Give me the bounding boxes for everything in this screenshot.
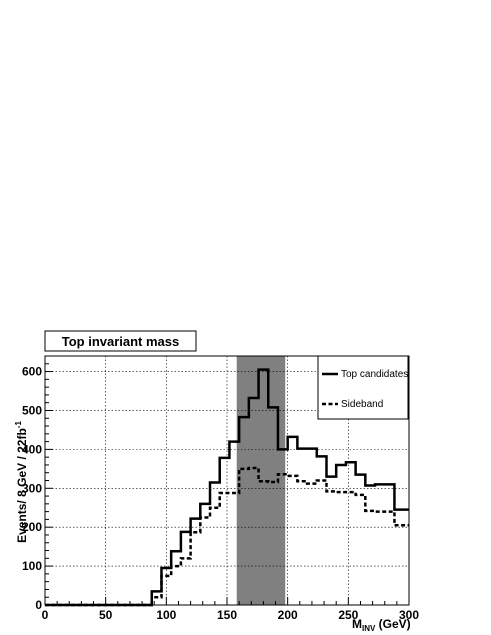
x-tick-label: 50 <box>99 608 113 622</box>
x-axis-title-sub: INV <box>362 624 376 633</box>
y-axis-title-main: Events/ 8 GeV / 22fb <box>15 428 29 543</box>
y-tick-label: 100 <box>22 559 42 573</box>
x-axis-title-main: M <box>352 617 362 631</box>
x-tick-label: 250 <box>338 608 358 622</box>
y-tick-label: 600 <box>22 365 42 379</box>
x-tick-label: 200 <box>278 608 298 622</box>
x-axis-title: MINV (GeV) <box>352 617 411 633</box>
legend-label-top-candidates: Top candidates <box>341 369 408 380</box>
legend-frame <box>317 355 409 420</box>
x-tick-label: 300 <box>399 608 419 622</box>
y-tick-label: 500 <box>22 403 42 417</box>
x-tick-label: 0 <box>42 608 49 622</box>
chart-title: Top invariant mass <box>62 334 180 349</box>
y-axis-title: Events/ 8 GeV / 22fb-1 <box>14 421 29 543</box>
x-axis-title-unit: (GeV) <box>375 617 410 631</box>
title-box: Top invariant mass <box>44 330 197 352</box>
legend: Top candidates Sideband <box>317 355 409 420</box>
y-tick-label: 0 <box>35 598 42 612</box>
y-tick-label: 400 <box>22 442 42 456</box>
grid <box>45 356 409 605</box>
x-tick-label: 100 <box>156 608 176 622</box>
legend-label-sideband: Sideband <box>341 399 383 410</box>
x-tick-label: 150 <box>217 608 237 622</box>
y-tick-label: 300 <box>22 481 42 495</box>
y-tick-label: 200 <box>22 520 42 534</box>
y-axis-title-sup: -1 <box>14 421 23 429</box>
axes: 0 50 100 150 200 250 300 0 100 200 300 400 500 600 <box>22 355 419 622</box>
title-frame <box>44 330 197 352</box>
